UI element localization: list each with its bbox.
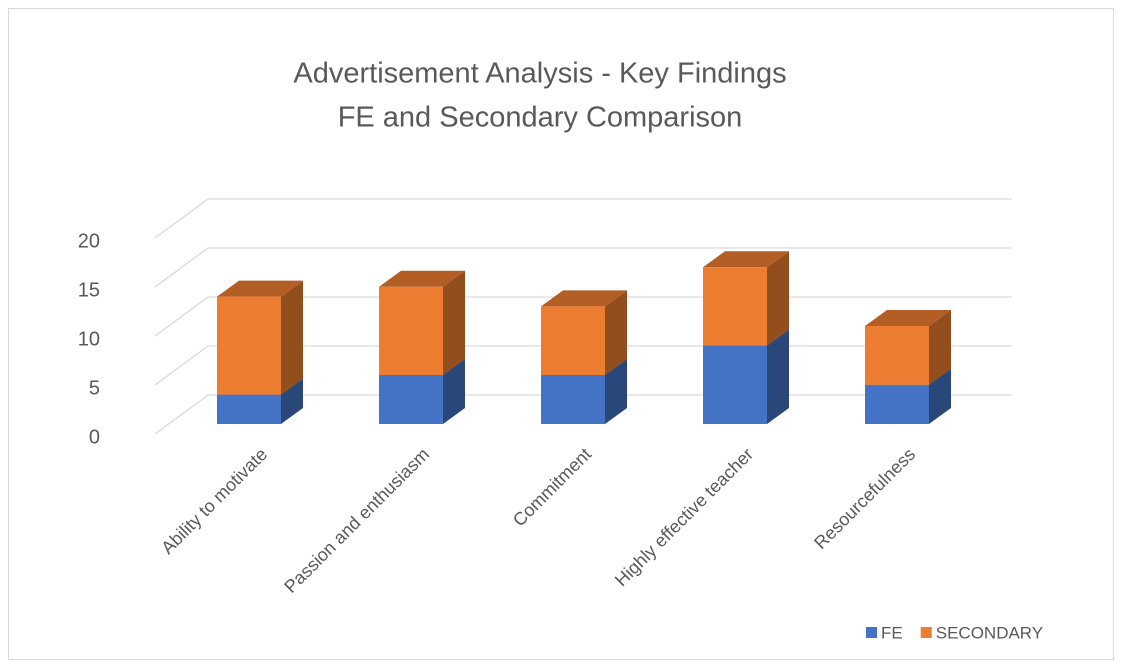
y-tick-label: 20 — [78, 230, 100, 252]
bar — [541, 375, 605, 424]
bar-side — [281, 378, 303, 424]
bar-side — [443, 270, 465, 375]
bar-side — [443, 359, 465, 424]
bar — [703, 345, 767, 424]
bar — [217, 394, 281, 424]
chart-title: FE and Secondary Comparison — [338, 102, 743, 134]
y-tick-label: 15 — [78, 279, 100, 301]
bar — [865, 326, 929, 385]
bar-side — [281, 280, 303, 395]
bar — [379, 375, 443, 424]
bar-top — [541, 290, 627, 307]
bar — [865, 384, 929, 424]
legend-label: SECONDARY — [936, 623, 1043, 642]
bar-top — [865, 310, 951, 326]
bar-side — [929, 368, 951, 424]
bar-segment — [379, 270, 465, 375]
bar — [703, 267, 767, 346]
grid-line — [154, 247, 1012, 288]
bar-side — [767, 251, 789, 346]
bar-side — [929, 310, 951, 385]
chart-title: Advertisement Analysis - Key Findings — [293, 58, 786, 90]
bar-segment — [541, 290, 627, 375]
bar-side — [767, 329, 789, 424]
bar-side — [605, 359, 627, 424]
legend-swatch — [920, 627, 932, 638]
bar-side — [605, 290, 627, 375]
bar-segment — [865, 310, 951, 385]
bar — [541, 306, 605, 375]
y-tick-label: 0 — [89, 426, 100, 448]
y-tick-label: 5 — [89, 377, 100, 399]
legend-label: FE — [881, 623, 903, 642]
bar-segment — [217, 280, 303, 395]
y-tick-label: 10 — [78, 328, 100, 350]
bar — [217, 296, 281, 395]
bar-top — [217, 280, 303, 297]
bar-segment — [703, 251, 789, 346]
bar-top — [703, 251, 789, 268]
grid-line — [154, 198, 1012, 239]
legend-swatch — [866, 627, 877, 638]
bar — [379, 286, 443, 375]
bar-top — [379, 270, 465, 287]
